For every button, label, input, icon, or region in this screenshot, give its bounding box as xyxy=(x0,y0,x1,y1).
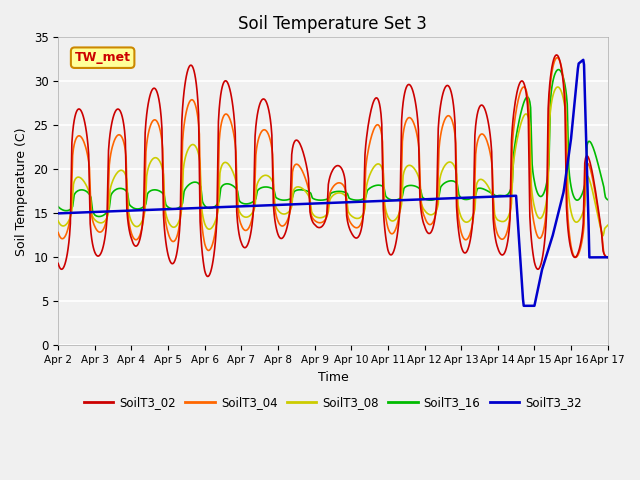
SoilT3_32 xyxy=(197,205,205,211)
SoilT3_02 xyxy=(293,137,301,143)
SoilT3_32 xyxy=(533,292,541,298)
SoilT3_04 xyxy=(600,250,608,256)
SoilT3_02 xyxy=(472,123,479,129)
SoilT3_02 xyxy=(204,274,212,279)
SoilT3_16 xyxy=(174,205,182,211)
Line: SoilT3_32: SoilT3_32 xyxy=(58,60,609,306)
SoilT3_16 xyxy=(605,197,612,203)
SoilT3_32 xyxy=(471,194,479,200)
SoilT3_04 xyxy=(197,208,205,214)
Line: SoilT3_08: SoilT3_08 xyxy=(58,87,609,236)
SoilT3_08 xyxy=(605,222,612,228)
Legend: SoilT3_02, SoilT3_04, SoilT3_08, SoilT3_16, SoilT3_32: SoilT3_02, SoilT3_04, SoilT3_08, SoilT3_… xyxy=(79,391,587,414)
SoilT3_08 xyxy=(54,218,62,224)
SoilT3_02 xyxy=(197,233,205,239)
SoilT3_32 xyxy=(54,211,62,216)
SoilT3_02 xyxy=(173,248,181,254)
SoilT3_08 xyxy=(292,184,300,190)
SoilT3_16 xyxy=(54,204,62,209)
Line: SoilT3_02: SoilT3_02 xyxy=(58,55,609,276)
SoilT3_04 xyxy=(173,233,181,239)
SoilT3_08 xyxy=(599,233,607,239)
SoilT3_08 xyxy=(601,226,609,231)
SoilT3_04 xyxy=(471,179,479,185)
SoilT3_08 xyxy=(471,206,479,212)
SoilT3_04 xyxy=(554,55,561,60)
Line: SoilT3_16: SoilT3_16 xyxy=(58,70,609,216)
SoilT3_02 xyxy=(601,252,609,258)
SoilT3_16 xyxy=(555,67,563,72)
SoilT3_16 xyxy=(533,188,541,194)
SoilT3_32 xyxy=(601,254,609,260)
SoilT3_16 xyxy=(601,190,609,196)
SoilT3_04 xyxy=(605,255,612,261)
SoilT3_32 xyxy=(292,201,300,207)
SoilT3_02 xyxy=(54,261,62,266)
SoilT3_32 xyxy=(173,206,181,212)
SoilT3_32 xyxy=(579,57,587,63)
SoilT3_32 xyxy=(605,254,612,260)
SoilT3_08 xyxy=(197,182,205,188)
SoilT3_02 xyxy=(553,52,561,58)
SoilT3_16 xyxy=(472,192,479,198)
Y-axis label: Soil Temperature (C): Soil Temperature (C) xyxy=(15,127,28,256)
SoilT3_08 xyxy=(532,210,540,216)
SoilT3_04 xyxy=(292,161,300,167)
SoilT3_16 xyxy=(293,187,301,193)
SoilT3_08 xyxy=(173,222,181,228)
SoilT3_04 xyxy=(54,229,62,235)
Title: Soil Temperature Set 3: Soil Temperature Set 3 xyxy=(239,15,428,33)
Text: TW_met: TW_met xyxy=(75,51,131,64)
SoilT3_16 xyxy=(198,191,205,197)
SoilT3_16 xyxy=(95,214,103,219)
SoilT3_08 xyxy=(554,84,562,90)
Line: SoilT3_04: SoilT3_04 xyxy=(58,58,609,258)
SoilT3_32 xyxy=(520,303,527,309)
SoilT3_02 xyxy=(533,265,541,271)
X-axis label: Time: Time xyxy=(317,371,348,384)
SoilT3_02 xyxy=(605,254,612,260)
SoilT3_04 xyxy=(532,229,540,235)
